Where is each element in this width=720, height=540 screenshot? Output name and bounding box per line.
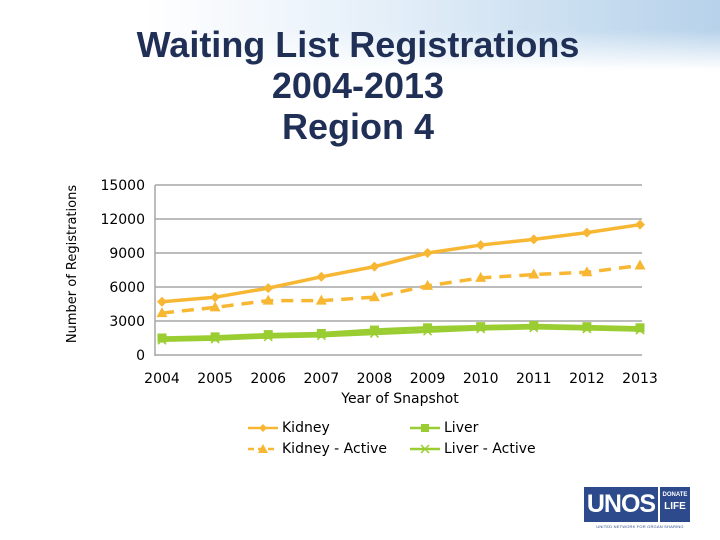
series-line — [161, 326, 641, 343]
x-axis-label: Year of Snapshot — [340, 391, 459, 407]
data-point — [528, 234, 539, 245]
x-tick-labels: 2004 2005 2006 2007 2008 2009 2010 2011 2012 2013 — [144, 371, 658, 387]
x-tick-label: 2012 — [569, 371, 605, 387]
chart-legend: Kidney Liver Kidney - Active Liver - Act… — [246, 418, 566, 462]
gridlines — [154, 184, 642, 356]
data-point — [581, 227, 592, 238]
x-tick-label: 2007 — [304, 371, 340, 387]
legend-item-liver: Liver — [408, 418, 478, 438]
series-kidney — [157, 219, 645, 307]
x-tick-label: 2011 — [516, 371, 552, 387]
data-point — [368, 291, 380, 302]
data-point — [157, 333, 167, 343]
legend-item-kidney: Kidney — [246, 418, 330, 438]
y-tick-label: 15000 — [100, 178, 145, 194]
data-point — [210, 292, 221, 303]
legend-swatch-liver — [410, 424, 440, 432]
unos-logo: UNOS DONATE LIFE UNITED NETWORK FOR ORGA… — [584, 487, 696, 531]
y-tick-label: 3000 — [109, 314, 145, 330]
series-liver — [157, 321, 645, 343]
data-point — [316, 271, 327, 282]
logo-tagline: UNITED NETWORK FOR ORGAN SHARING — [596, 524, 684, 529]
y-tick-label: 6000 — [109, 280, 145, 296]
legend-item-liver-active: Liver - Active — [408, 439, 536, 459]
data-point — [423, 323, 433, 333]
data-point — [475, 240, 486, 251]
legend-label-kidney-active: Kidney - Active — [282, 441, 387, 457]
legend-label-liver: Liver — [444, 420, 479, 436]
data-point — [635, 323, 645, 333]
legend-label-kidney: Kidney — [282, 420, 330, 436]
y-tick-label: 12000 — [100, 212, 145, 228]
slide-title-line-3: Region 4 — [281, 106, 434, 147]
data-point — [582, 322, 592, 332]
data-point — [263, 283, 274, 294]
legend-item-kidney-active: Kidney - Active — [246, 439, 387, 459]
header-background — [0, 0, 720, 70]
data-point — [369, 325, 379, 335]
legend-label-liver-active: Liver - Active — [444, 441, 536, 457]
data-point — [529, 321, 539, 331]
data-point — [475, 271, 487, 282]
series-kidney-active — [156, 259, 646, 318]
data-point — [476, 322, 486, 332]
logo-life-text: LIFE — [664, 501, 686, 512]
slide-title-line-1: Waiting List Registrations — [136, 24, 580, 65]
logo-brand: UNOS — [584, 487, 658, 522]
legend-swatch-kidney — [248, 424, 278, 432]
x-tick-label: 2006 — [250, 371, 286, 387]
logo-donate-life: DONATE LIFE — [660, 487, 690, 522]
data-point — [422, 248, 433, 258]
data-point — [369, 261, 380, 272]
series-line — [161, 323, 641, 340]
data-point — [263, 330, 273, 340]
x-tick-label: 2013 — [622, 371, 658, 387]
x-tick-label: 2004 — [144, 371, 180, 387]
data-point — [634, 259, 646, 270]
data-point — [262, 294, 274, 305]
data-point — [316, 328, 326, 338]
series-line — [161, 222, 641, 304]
series-line — [161, 263, 641, 315]
y-tick-label: 0 — [136, 348, 145, 364]
logo-donate-text: DONATE — [662, 492, 688, 498]
data-point — [528, 268, 540, 279]
data-point — [157, 296, 167, 307]
series-lines — [156, 219, 646, 345]
x-tick-label: 2009 — [410, 371, 446, 387]
x-tick-label: 2005 — [197, 371, 233, 387]
y-axis-label: Number of Registrations — [65, 185, 80, 343]
data-point — [315, 294, 327, 305]
slide-title-line-2: 2004-2013 — [271, 65, 445, 106]
y-tick-labels: 0 3000 6000 9000 12000 15000 — [100, 178, 145, 364]
y-tick-label: 9000 — [109, 246, 145, 262]
x-tick-label: 2010 — [463, 371, 499, 387]
slide-title: Waiting List Registrations 2004-2013 Reg… — [0, 24, 716, 147]
data-point — [156, 307, 168, 318]
data-point — [635, 219, 645, 230]
data-point — [581, 266, 593, 277]
data-point — [210, 332, 220, 342]
data-point — [422, 279, 434, 290]
x-tick-label: 2008 — [357, 371, 393, 387]
data-point — [209, 301, 221, 312]
legend-swatch-liver-active — [410, 444, 440, 454]
legend-swatch-kidney-active — [248, 444, 278, 453]
